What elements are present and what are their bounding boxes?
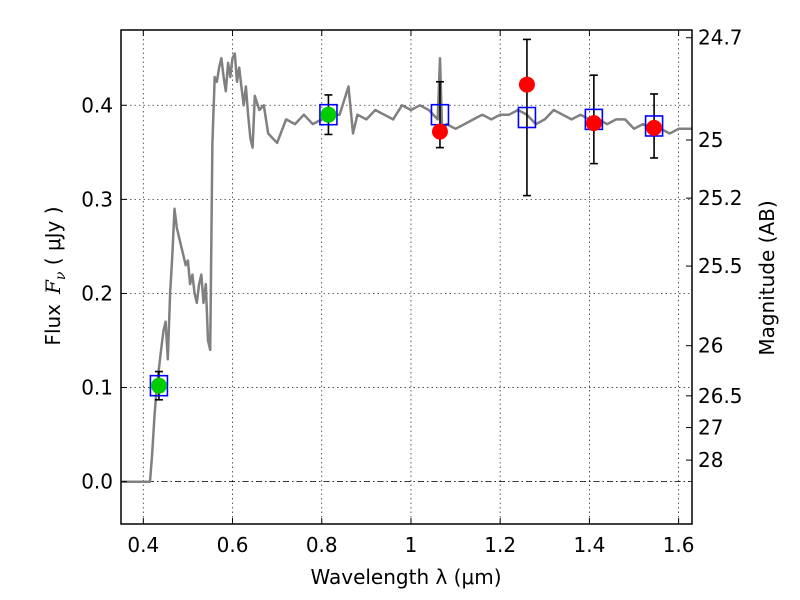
y2-tick-label: 28	[698, 448, 723, 472]
x-tick-label: 1.2	[484, 533, 516, 557]
y2-tick-label: 24.7	[698, 26, 743, 50]
spectrum	[121, 52, 692, 483]
secondary-y-axis-ticks: 24.7 25 25.2 25.5 26 26.5 27 28	[686, 26, 743, 472]
green-point	[150, 377, 167, 394]
y-tick-label: 0.4	[81, 93, 113, 117]
data-points	[149, 76, 664, 397]
red-point	[431, 123, 448, 140]
red-point	[585, 115, 602, 132]
x-tick-label: 1.6	[663, 533, 695, 557]
y-axis-ticks: 0.0 0.1 0.2 0.3 0.4	[81, 93, 127, 494]
red-point	[646, 119, 663, 136]
photometry-square	[644, 115, 664, 137]
y-axis-label-unit: ( μJy )	[41, 206, 65, 271]
y-tick-label: 0.0	[81, 470, 113, 494]
red-point	[518, 76, 535, 93]
y-tick-label: 0.2	[81, 281, 113, 305]
error-bars	[154, 38, 659, 401]
y-tick-label: 0.1	[81, 376, 113, 400]
y2-tick-label: 25	[698, 128, 723, 152]
secondary-y-axis-label: Magnitude (AB)	[755, 200, 779, 355]
y-axis-label-variable: F	[41, 279, 65, 295]
x-tick-label: 0.4	[127, 533, 159, 557]
y2-tick-label: 26	[698, 334, 723, 358]
x-tick-label: 0.8	[306, 533, 338, 557]
y-axis-label: Flux Fν ( μJy )	[41, 206, 69, 345]
y2-tick-label: 27	[698, 416, 723, 440]
y-axis-label-prefix: Flux	[41, 304, 65, 346]
x-axis-ticks: 0.4 0.6 0.8 1 1.2 1.4 1.6	[127, 30, 695, 557]
photometry-square	[149, 374, 169, 397]
x-tick-label: 1.4	[573, 533, 605, 557]
y-tick-label: 0.3	[81, 187, 113, 211]
y2-tick-label: 26.5	[698, 384, 743, 408]
green-point	[320, 106, 337, 123]
photometry-square	[517, 106, 537, 129]
plot-frame	[120, 29, 693, 525]
x-tick-label: 0.6	[217, 533, 249, 557]
y-axis-label-subscript: ν	[53, 271, 69, 280]
photometry-square	[319, 103, 338, 126]
x-axis-label: Wavelength λ (μm)	[310, 565, 501, 589]
spectrum-line	[121, 52, 692, 483]
grid	[121, 30, 692, 524]
y2-tick-label: 25.5	[698, 254, 743, 278]
x-tick-label: 1	[405, 533, 418, 557]
y2-tick-label: 25.2	[698, 186, 743, 210]
